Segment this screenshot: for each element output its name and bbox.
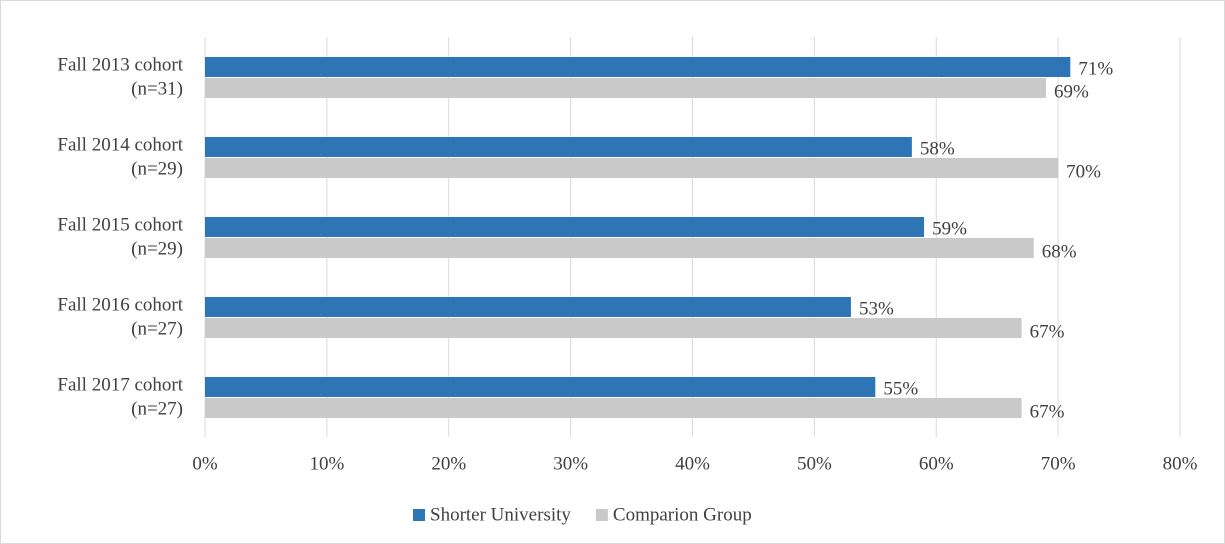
data-label: 53% xyxy=(859,298,894,319)
data-label: 55% xyxy=(883,378,918,399)
y-tick-label: (n=27) xyxy=(131,398,183,419)
y-tick-label: Fall 2014 cohort xyxy=(57,134,183,155)
y-tick-label: (n=29) xyxy=(131,238,183,259)
bar xyxy=(205,158,1059,178)
y-tick-label: (n=27) xyxy=(131,318,183,339)
y-tick-label: Fall 2017 cohort xyxy=(57,374,183,395)
x-tick-label: 30% xyxy=(553,453,588,474)
bar xyxy=(205,398,1022,418)
x-tick-label: 50% xyxy=(797,453,832,474)
x-tick-label: 40% xyxy=(675,453,710,474)
y-tick-label: (n=29) xyxy=(131,158,183,179)
bar xyxy=(205,318,1022,338)
legend-swatch xyxy=(413,509,425,521)
y-tick-label: Fall 2015 cohort xyxy=(57,214,183,235)
bar xyxy=(205,57,1071,77)
legend-label: Comparion Group xyxy=(613,504,752,525)
x-tick-label: 60% xyxy=(919,453,954,474)
legend-swatch xyxy=(595,509,608,521)
bar xyxy=(205,238,1034,258)
legend-label: Shorter University xyxy=(430,504,571,525)
data-label: 71% xyxy=(1078,58,1113,79)
data-label: 58% xyxy=(920,138,955,159)
data-label: 59% xyxy=(932,218,967,239)
x-tick-label: 80% xyxy=(1163,453,1198,474)
x-tick-label: 0% xyxy=(192,453,218,474)
bar xyxy=(205,137,912,157)
x-tick-label: 20% xyxy=(431,453,466,474)
bar xyxy=(205,78,1046,98)
data-label: 67% xyxy=(1030,321,1065,342)
bar xyxy=(205,297,851,317)
data-label: 67% xyxy=(1030,401,1065,422)
y-tick-label: Fall 2013 cohort xyxy=(57,54,183,75)
x-tick-label: 10% xyxy=(309,453,344,474)
bar xyxy=(205,377,876,397)
y-tick-label: (n=31) xyxy=(131,78,183,99)
data-label: 68% xyxy=(1042,241,1077,262)
bar xyxy=(205,217,925,237)
data-label: 70% xyxy=(1066,161,1101,182)
data-label: 69% xyxy=(1054,81,1089,102)
x-tick-label: 70% xyxy=(1041,453,1076,474)
y-tick-label: Fall 2016 cohort xyxy=(57,294,183,315)
